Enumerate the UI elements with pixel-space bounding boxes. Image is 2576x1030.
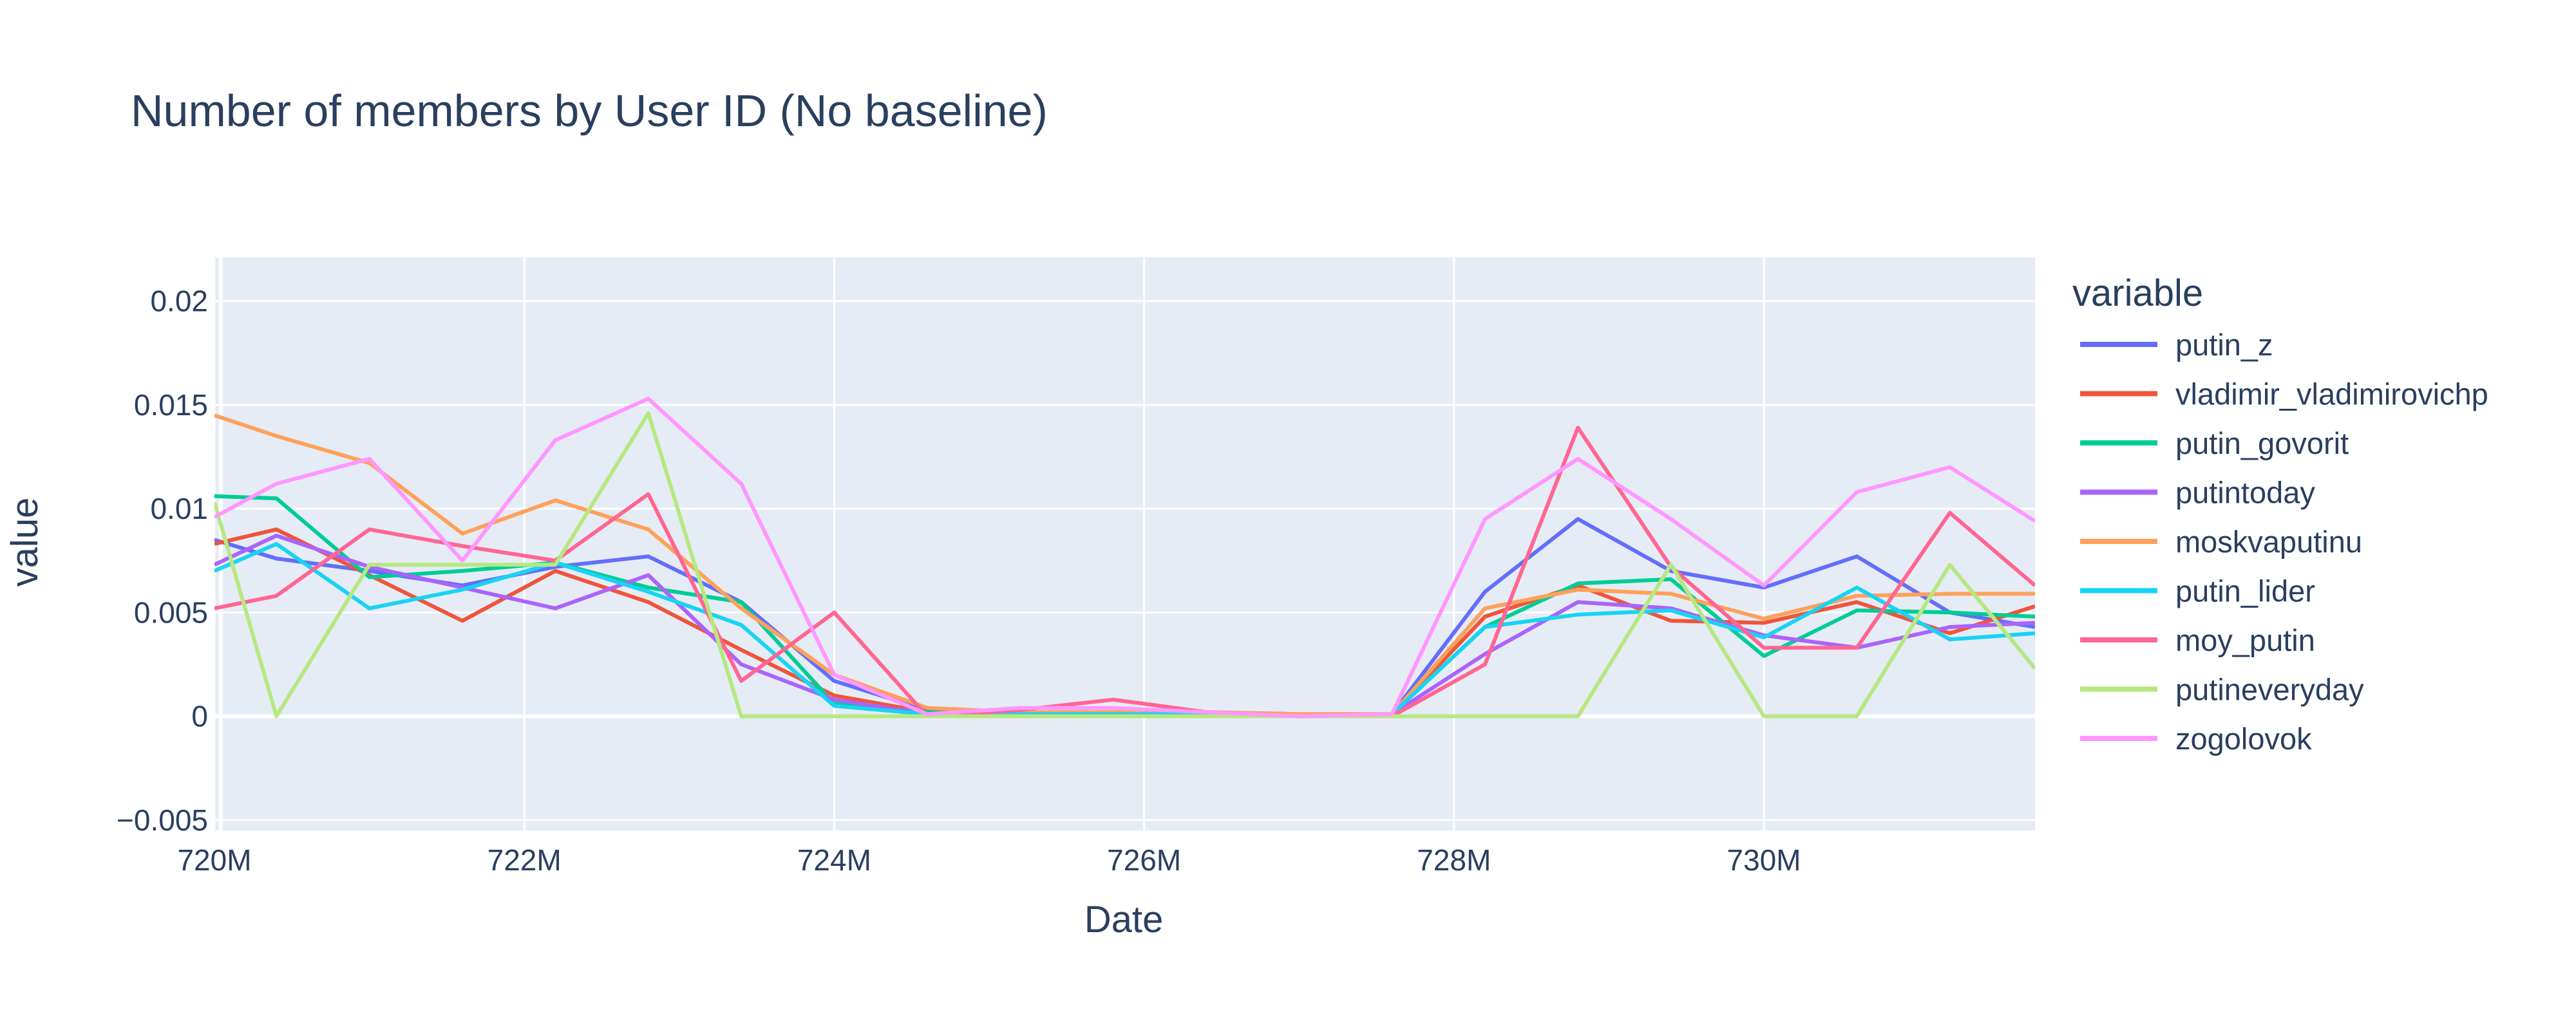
legend-item[interactable]: moy_putin: [2080, 623, 2315, 657]
y-tick-label: 0: [191, 700, 208, 733]
legend-label: putin_govorit: [2175, 426, 2349, 460]
legend-item[interactable]: putin_govorit: [2080, 426, 2349, 460]
x-tick-label: 728M: [1417, 843, 1491, 877]
legend[interactable]: putin_z vladimir_vladimirovichp putin_govo…: [2080, 328, 2488, 756]
y-tick-label: 0.015: [134, 388, 208, 422]
y-tick-label: 0.005: [134, 595, 208, 629]
plot-area: [214, 258, 2035, 830]
legend-item[interactable]: putineveryday: [2080, 673, 2364, 707]
legend-item[interactable]: moskvaputinu: [2080, 525, 2362, 559]
legend-label: zogolovok: [2175, 722, 2312, 756]
x-tick-labels: 720M 722M 724M 726M 728M 730M: [177, 843, 1801, 877]
x-tick-label: 720M: [177, 843, 251, 877]
y-tick-label: 0.01: [150, 492, 208, 525]
legend-label: putineveryday: [2175, 673, 2364, 707]
series-line-putineveryday: [214, 411, 2035, 718]
legend-item[interactable]: vladimir_vladimirovichp: [2080, 377, 2488, 411]
legend-label: putin_z: [2175, 328, 2273, 362]
legend-label: moy_putin: [2175, 623, 2315, 657]
series-layer: [214, 397, 2035, 718]
x-axis-label: Date: [1084, 899, 1164, 941]
legend-item[interactable]: zogolovok: [2080, 722, 2312, 756]
series-line-putin-lider: [214, 542, 2035, 718]
series-line-zogolovok: [214, 397, 2035, 718]
legend-item[interactable]: putin_lider: [2080, 574, 2315, 608]
x-tick-label: 724M: [797, 843, 871, 877]
x-tick-label: 730M: [1727, 843, 1801, 877]
y-axis-label: value: [4, 498, 46, 587]
legend-label: moskvaputinu: [2175, 525, 2362, 559]
legend-item[interactable]: putintoday: [2080, 476, 2315, 510]
legend-label: putin_lider: [2175, 574, 2315, 608]
legend-label: vladimir_vladimirovichp: [2175, 377, 2488, 411]
x-tick-label: 726M: [1107, 843, 1181, 877]
chart-title: Number of members by User ID (No baselin…: [131, 86, 1048, 136]
x-tick-label: 722M: [488, 843, 562, 877]
legend-item[interactable]: putin_z: [2080, 328, 2273, 362]
grid-layer: [213, 258, 2035, 830]
y-tick-label: 0.02: [150, 285, 208, 318]
legend-title: variable: [2072, 272, 2203, 314]
series-line-moy-putin: [214, 426, 2035, 718]
y-tick-label: −0.005: [117, 803, 208, 837]
y-tick-labels: −0.005 0 0.005 0.01 0.015 0.02: [117, 285, 208, 837]
legend-label: putintoday: [2175, 476, 2315, 510]
